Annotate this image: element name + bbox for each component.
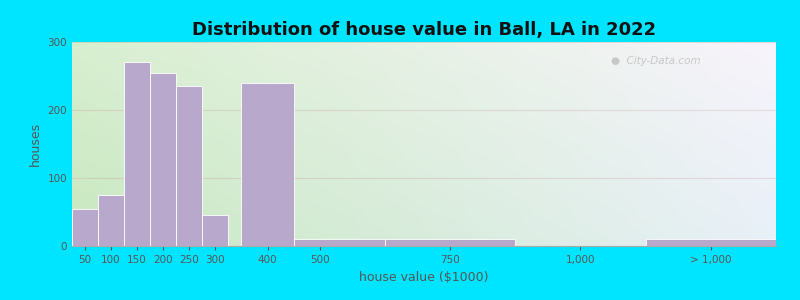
Bar — [202, 215, 229, 246]
Bar — [150, 73, 176, 246]
X-axis label: house value ($1000): house value ($1000) — [359, 271, 489, 284]
Bar — [294, 239, 385, 246]
Text: ●  City-Data.com: ● City-Data.com — [610, 56, 700, 66]
Bar — [72, 208, 98, 246]
Title: Distribution of house value in Ball, LA in 2022: Distribution of house value in Ball, LA … — [192, 21, 656, 39]
Y-axis label: houses: houses — [29, 122, 42, 166]
Bar — [98, 195, 124, 246]
Bar — [385, 239, 515, 246]
Bar — [646, 239, 776, 246]
Bar — [124, 62, 150, 246]
Bar — [242, 83, 294, 246]
Bar — [176, 86, 202, 246]
